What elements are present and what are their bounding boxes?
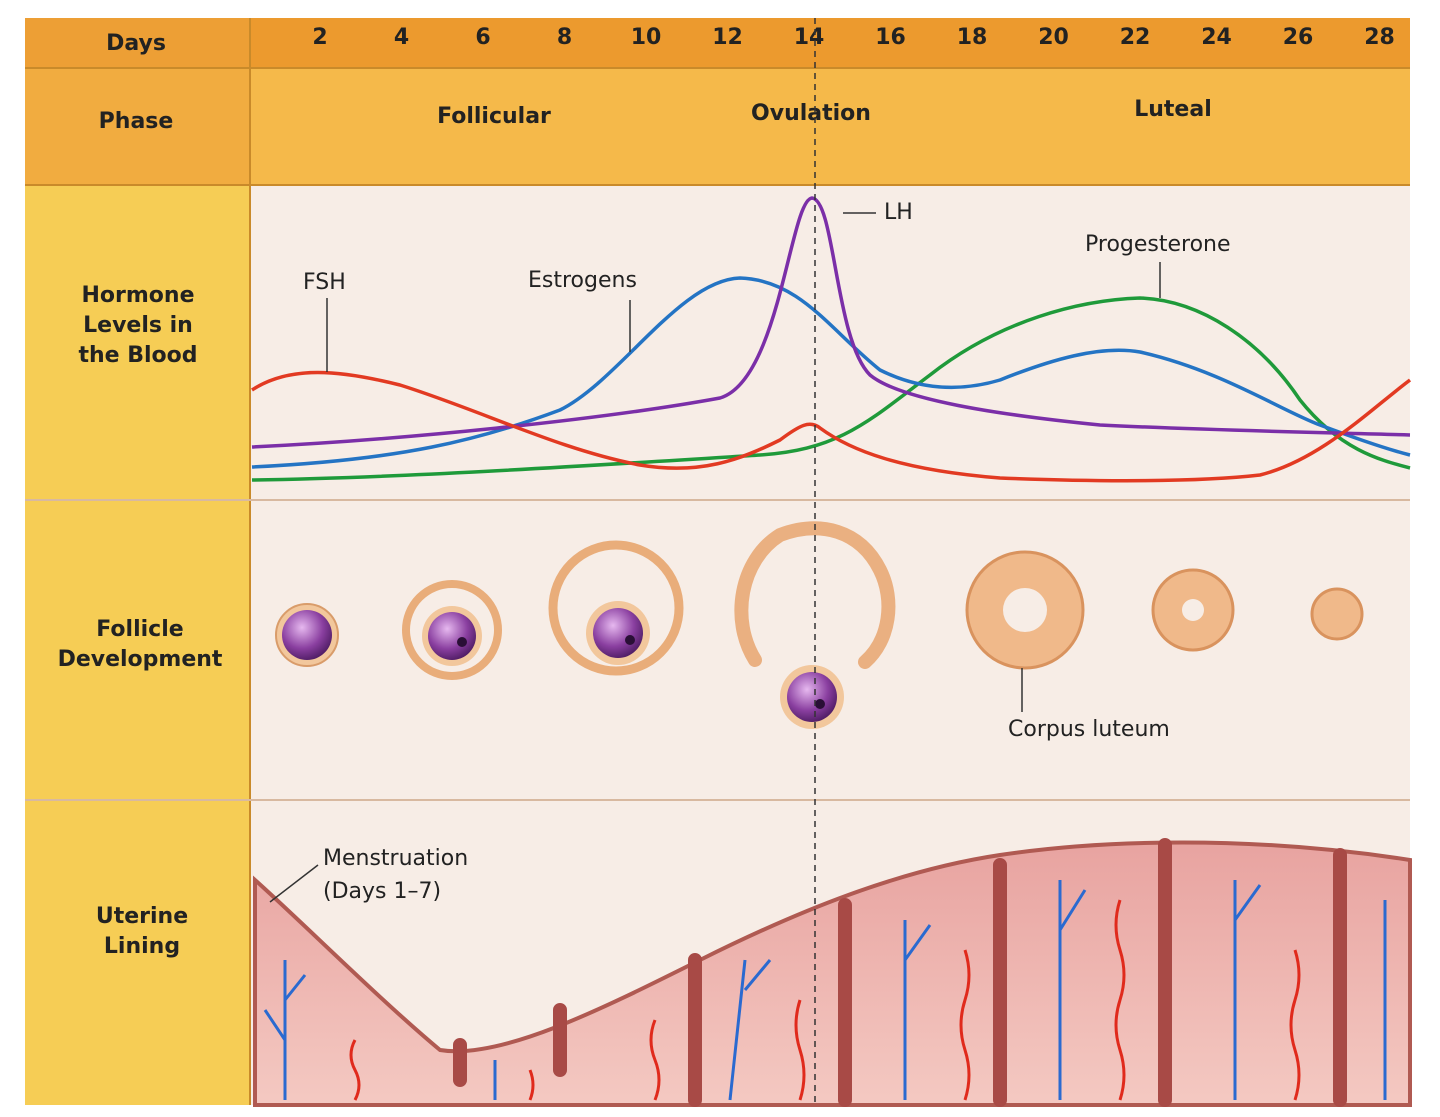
day-label: 24: [1201, 25, 1232, 50]
day-label: 16: [875, 25, 906, 50]
uterine-lining: [253, 840, 1412, 1107]
days-label: Days: [106, 31, 166, 56]
label-header: [25, 18, 250, 185]
row-label: the Blood: [78, 343, 197, 368]
progesterone-curve: [251, 296, 1411, 482]
leader: [269, 864, 319, 903]
day-label: 14: [794, 25, 825, 50]
menstruation-label: Menstruation: [323, 846, 468, 871]
follicles: [275, 521, 1364, 729]
fsh-label: FSH: [303, 270, 346, 295]
lh-label: LH: [884, 200, 913, 225]
row-label: Levels in: [83, 313, 193, 338]
corpus-luteum-label: Corpus luteum: [1008, 717, 1170, 742]
day-label: 6: [475, 25, 490, 50]
day-label: 28: [1364, 25, 1395, 50]
day-label: 20: [1038, 25, 1069, 50]
day-label: 10: [631, 25, 662, 50]
day-label: 2: [312, 25, 327, 50]
day-label: 8: [557, 25, 572, 50]
fsh-curve: [251, 370, 1412, 483]
menstruation-days: (Days 1–7): [323, 879, 441, 904]
estrogen-curve: [251, 276, 1411, 469]
day-label: 18: [957, 25, 988, 50]
row-label: Hormone: [82, 283, 195, 308]
phase-ovulation: Ovulation: [751, 101, 871, 126]
day-label: 12: [712, 25, 743, 50]
day-label: 4: [394, 25, 409, 50]
progesterone-label: Progesterone: [1085, 232, 1231, 257]
day-label: 26: [1283, 25, 1314, 50]
phase-follicular: Follicular: [437, 104, 551, 129]
days-row: [25, 18, 1410, 68]
vessels: [263, 838, 1387, 1107]
phase-luteal: Luteal: [1134, 97, 1212, 122]
row-label: Lining: [104, 934, 180, 959]
phase-label: Phase: [99, 109, 174, 134]
day-ticks: 2 4 6 8 10 12 14 16 18 20 22 24 26 28: [312, 25, 1394, 50]
label-column: [25, 185, 250, 1105]
phase-row: [25, 68, 1410, 185]
day-label: 22: [1120, 25, 1151, 50]
row-label: Development: [58, 647, 223, 672]
lh-curve: [251, 196, 1411, 449]
row-label: Uterine: [96, 904, 188, 929]
row-label: Follicle: [96, 617, 183, 642]
estrogens-label: Estrogens: [528, 268, 637, 293]
